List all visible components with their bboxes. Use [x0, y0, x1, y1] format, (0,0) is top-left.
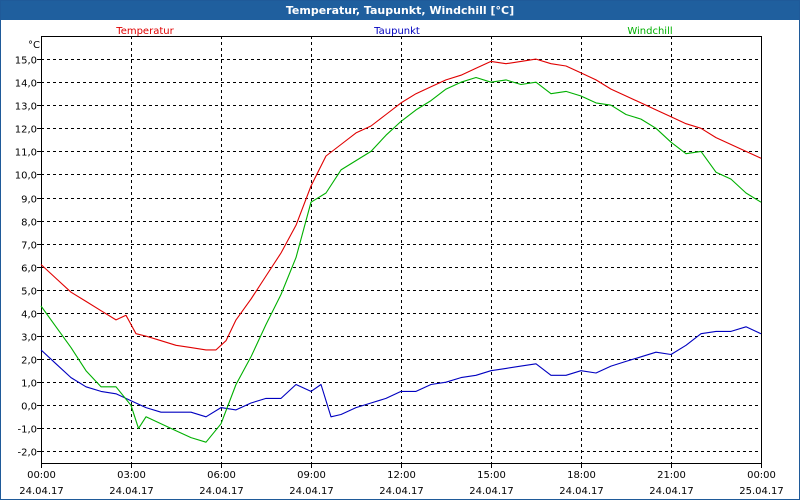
x-tick-time: 00:00 [747, 470, 776, 481]
x-tick-time: 21:00 [657, 470, 686, 481]
y-tick-label: 9,0 [21, 195, 37, 206]
y-tick-label: 6,0 [21, 264, 37, 275]
x-tick-time: 00:00 [27, 470, 56, 481]
tick-labels: -2,0 -1,0 0,0 1,0 2,0 3,0 4,0 5,0 6,0 7,0 8,0 9,0 10… [15, 40, 784, 497]
y-tick-label: 14,0 [15, 79, 37, 90]
x-tick-date: 24.04.17 [469, 486, 514, 497]
series-lines [40, 58, 762, 443]
y-axis-unit: °C [28, 40, 40, 51]
x-tick-date: 24.04.17 [199, 486, 244, 497]
x-tick-date: 24.04.17 [649, 486, 694, 497]
x-tick-date: 24.04.17 [289, 486, 334, 497]
y-tick-label: 2,0 [21, 356, 37, 367]
x-tick-date: 24.04.17 [19, 486, 64, 497]
y-tick-label: 4,0 [21, 310, 37, 321]
legend-entry-taupunkt: Taupunkt [373, 26, 420, 37]
x-tick-date: 24.04.17 [109, 486, 154, 497]
series-line-taupunkt [40, 326, 762, 418]
x-tick-time: 18:00 [567, 470, 596, 481]
y-tick-label: 13,0 [15, 102, 37, 113]
x-tick-time: 06:00 [207, 470, 236, 481]
x-tick-date: 24.04.17 [559, 486, 604, 497]
y-tick-label: 10,0 [15, 171, 37, 182]
y-tick-label: 8,0 [21, 218, 37, 229]
series-line-windchill [40, 76, 762, 443]
chart-title: Temperatur, Taupunkt, Windchill [°C] [1, 1, 799, 20]
plot-frame [41, 36, 762, 464]
x-tick-date: 24.04.17 [379, 486, 424, 497]
y-tick-label: 1,0 [21, 379, 37, 390]
x-tick-time: 15:00 [477, 470, 506, 481]
y-tick-label: 15,0 [15, 56, 37, 67]
y-tick-label: 5,0 [21, 287, 37, 298]
y-tick-label: 11,0 [15, 148, 37, 159]
series-line-temperatur [40, 58, 762, 351]
y-tick-label: 12,0 [15, 125, 37, 136]
legend-entry-windchill: Windchill [627, 26, 672, 37]
x-tick-time: 09:00 [297, 470, 326, 481]
x-tick-time: 03:00 [117, 470, 146, 481]
grid-lines [41, 36, 761, 463]
y-tick-label: 3,0 [21, 333, 37, 344]
axes [37, 36, 762, 468]
y-tick-label: -1,0 [17, 425, 37, 436]
y-tick-label: 0,0 [21, 402, 37, 413]
x-tick-time: 12:00 [387, 470, 416, 481]
legend-entry-temperatur: Temperatur [115, 26, 174, 37]
legend: Temperatur Taupunkt Windchill [115, 26, 672, 37]
y-tick-label: 7,0 [21, 241, 37, 252]
y-tick-label: -2,0 [17, 448, 37, 459]
x-tick-date: 25.04.17 [739, 486, 784, 497]
